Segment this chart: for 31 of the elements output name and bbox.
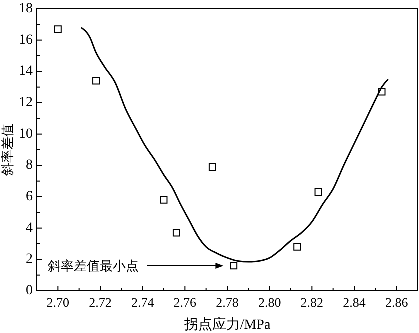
- x-tick-label: 2.72: [89, 295, 112, 310]
- point: [160, 196, 168, 204]
- point: [294, 243, 302, 251]
- x-tick-label: 2.78: [216, 295, 239, 310]
- x-tick-label: 2.84: [343, 295, 366, 310]
- y-axis-title: 斜率差值: [0, 124, 15, 176]
- y-tick-label: 8: [26, 158, 33, 174]
- x-tick-label: 2.70: [46, 295, 70, 310]
- x-tick-label: 2.80: [258, 295, 282, 310]
- point: [378, 88, 386, 96]
- y-tick-label: 18: [19, 2, 33, 16]
- point: [208, 163, 216, 171]
- point: [314, 188, 322, 196]
- x-axis-title: 拐点应力/MPa: [183, 317, 272, 333]
- y-tick-label: 14: [19, 64, 33, 80]
- y-tick-label: 16: [19, 32, 33, 48]
- y-tick-label: 0: [26, 284, 33, 298]
- y-tick-label: 2: [26, 252, 33, 268]
- y-tick-label: 6: [26, 190, 33, 204]
- point: [54, 26, 62, 34]
- x-tick-label: 2.82: [300, 295, 324, 310]
- y-tick-label: 10: [19, 126, 33, 142]
- x-tick-label: 2.76: [174, 295, 198, 310]
- x-tick-label: 2.86: [385, 295, 409, 310]
- y-tick-label: 12: [19, 96, 33, 110]
- point: [172, 229, 180, 237]
- point: [230, 262, 238, 270]
- x-tick-label: 2.74: [131, 295, 155, 310]
- annotation: 斜率差值最小点: [48, 258, 139, 274]
- point: [92, 77, 100, 85]
- y-tick-label: 4: [26, 220, 33, 236]
